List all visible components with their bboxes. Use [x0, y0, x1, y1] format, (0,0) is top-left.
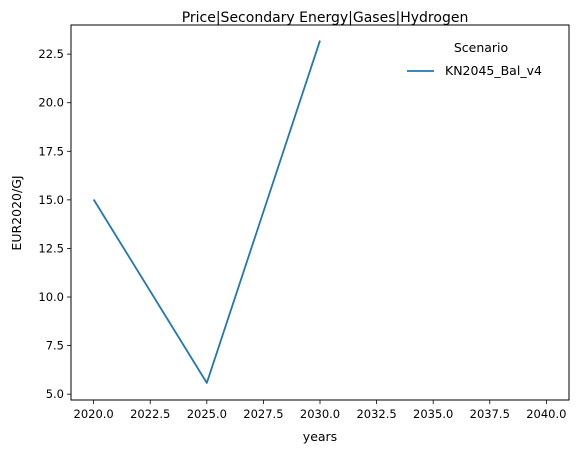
x-tick-label: 2030.0: [300, 407, 340, 421]
x-tick-label: 2037.5: [470, 407, 510, 421]
y-tick-label: 12.5: [38, 241, 64, 255]
y-tick-label: 10.0: [38, 290, 64, 304]
series-line: [92, 40, 321, 384]
x-axis: 2020.0 2022.5 2025.0 2027.5 2030.0 2032.5 2035…: [74, 400, 566, 421]
x-tick-label: 2025.0: [187, 407, 227, 421]
y-tick-label: 17.5: [38, 144, 64, 158]
legend-title: Scenario: [454, 40, 508, 55]
y-axis: 5.0 7.5 10.0 12.5 15.0 17.5 20.0 22.5: [38, 47, 71, 401]
legend: Scenario KN2045_Bal_v4: [407, 40, 542, 78]
x-tick-label: 2020.0: [74, 407, 114, 421]
y-tick-label: 20.0: [38, 96, 64, 110]
x-axis-label: years: [303, 429, 337, 444]
y-tick-label: 15.0: [38, 193, 64, 207]
x-tick-label: 2022.5: [130, 407, 170, 421]
y-tick-label: 5.0: [46, 387, 64, 401]
legend-label: KN2045_Bal_v4: [445, 63, 542, 78]
x-tick-label: 2040.0: [526, 407, 566, 421]
plot-area: [70, 24, 570, 401]
chart-title: Price|Secondary Energy|Gases|Hydrogen: [182, 10, 469, 26]
x-tick-label: 2027.5: [243, 407, 283, 421]
y-tick-label: 7.5: [46, 339, 64, 353]
x-tick-label: 2032.5: [356, 407, 396, 421]
y-axis-label: EUR2020/GJ: [9, 175, 24, 250]
series-layer: [92, 40, 321, 384]
y-tick-label: 22.5: [38, 47, 64, 61]
plot-frame: [70, 24, 570, 401]
x-tick-label: 2035.0: [413, 407, 453, 421]
